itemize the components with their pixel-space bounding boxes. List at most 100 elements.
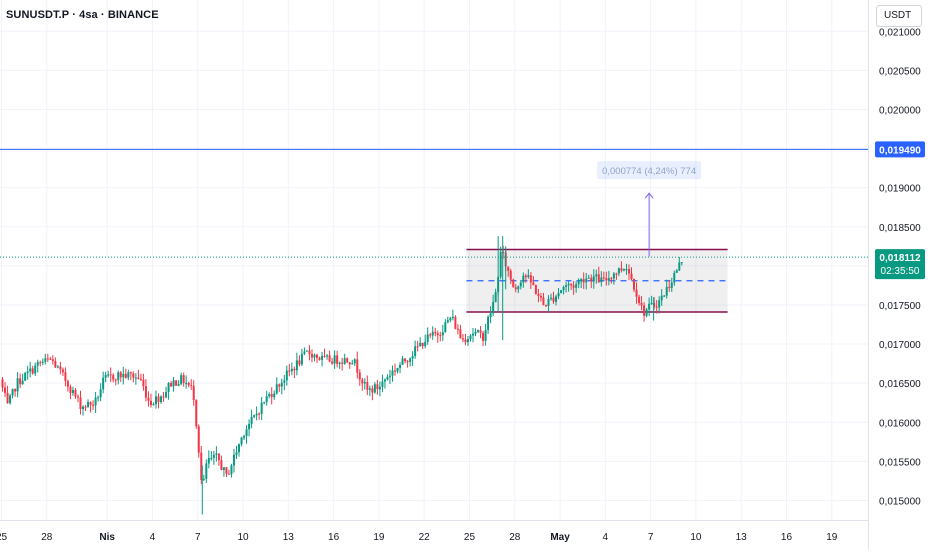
candle-body [305,350,308,352]
candle-body [323,355,326,357]
candle-body [69,386,72,394]
candle-body [92,404,95,406]
candle-body [263,402,266,404]
candle-body [449,318,452,321]
time-tick-label: 13 [283,532,295,543]
candle-body [268,394,271,397]
measure-label: 0,000774 (4,24%) 774 [602,166,696,177]
candle-body [630,273,633,279]
candle-body [280,382,283,387]
candle-body [122,373,125,378]
candle-body [409,358,412,362]
candle-body [645,309,648,316]
symbol-title[interactable]: SUNUSDT.P · 4sa · BINANCE [6,9,159,21]
candle-body [562,286,565,291]
candle-body [555,296,558,302]
candle-body [308,350,311,354]
candle-body [514,287,517,290]
candle-body [560,290,563,294]
price-tick-label: 0,017500 [879,301,921,312]
candle-body [76,396,79,398]
candle-body [11,388,14,396]
candle-body [255,413,258,416]
candle-body [160,396,163,403]
candle-body [356,359,359,373]
candle-body [107,374,110,376]
candle-body [260,402,263,414]
candle-body [82,406,85,410]
candle-body [416,346,419,348]
candle-body [328,355,331,362]
candle-body [273,393,276,398]
candle-body [391,370,394,376]
time-tick-label: 28 [41,532,53,543]
candle-body [366,381,369,390]
candle-body [401,358,404,365]
candle-body [612,273,615,279]
candle-body [655,306,658,308]
candle-body [404,358,407,362]
candle-body [248,423,251,430]
candle-body [147,397,150,401]
grid-lines [0,0,868,520]
candle-body [653,302,656,307]
candle-body [124,373,127,378]
time-axis[interactable]: 25 28 Nis 4 7 10 13 16 19 22 25 28 May 4 7 10 13 16 19 [0,520,868,544]
candle-body [524,275,527,278]
candle-body [295,360,298,371]
time-tick-label: 28 [509,532,521,543]
candle-body [469,335,472,339]
price-tick-label: 0,016000 [879,418,921,429]
candle-body [253,415,256,417]
candle-body [444,322,447,333]
candle-body [361,379,364,384]
price-axis[interactable]: 0,0215000,0210000,0205000,0200000,019500… [868,0,926,550]
candle-body [620,268,623,271]
candle-body [663,295,666,297]
candle-body [371,388,374,393]
price-tick-label: 0,021000 [879,27,921,38]
currency-selector[interactable]: USDT [876,5,922,27]
candle-body [665,286,668,296]
candle-body [479,330,482,333]
candle-body [381,381,384,387]
candle-body [333,355,336,364]
time-tick-label: 25 [464,532,476,543]
candle-body [114,379,117,381]
candle-body [187,383,190,386]
candle-body [310,353,313,358]
candle-body [79,397,82,410]
candle-body [336,355,339,364]
candle-body [185,383,188,385]
time-tick-label: 10 [690,532,702,543]
candle-body [343,358,346,364]
candle-body [471,333,474,336]
candle-body [303,351,306,354]
candle-body [89,402,92,405]
candle-body [363,381,366,384]
candle-body [602,277,605,279]
candle-body [202,478,205,480]
price-tick-label: 0,016500 [879,379,921,390]
candle-body [175,380,178,386]
candle-body [426,334,429,342]
candle-body [617,268,620,274]
candle-body [170,382,173,387]
candle-body [162,396,165,398]
candle-body [547,298,550,306]
candle-body [144,386,147,398]
candle-body [633,278,636,290]
candle-body [605,278,608,281]
candle-body [439,335,442,337]
candle-body [570,284,573,286]
candle-body [635,289,638,297]
candle-body [283,380,286,383]
candle-body [542,297,545,306]
candle-body [406,361,409,363]
candle-body [454,316,457,329]
candle-body [482,332,485,341]
candle-body [610,278,613,280]
price-tick-label: 0,020000 [879,105,921,116]
